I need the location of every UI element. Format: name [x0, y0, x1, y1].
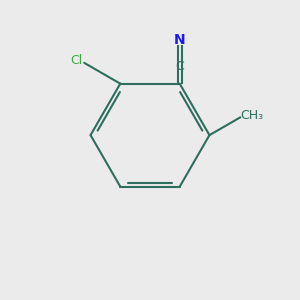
Text: C: C: [175, 60, 184, 73]
Text: Cl: Cl: [71, 54, 83, 67]
Text: CH₃: CH₃: [240, 109, 263, 122]
Text: N: N: [174, 33, 185, 47]
